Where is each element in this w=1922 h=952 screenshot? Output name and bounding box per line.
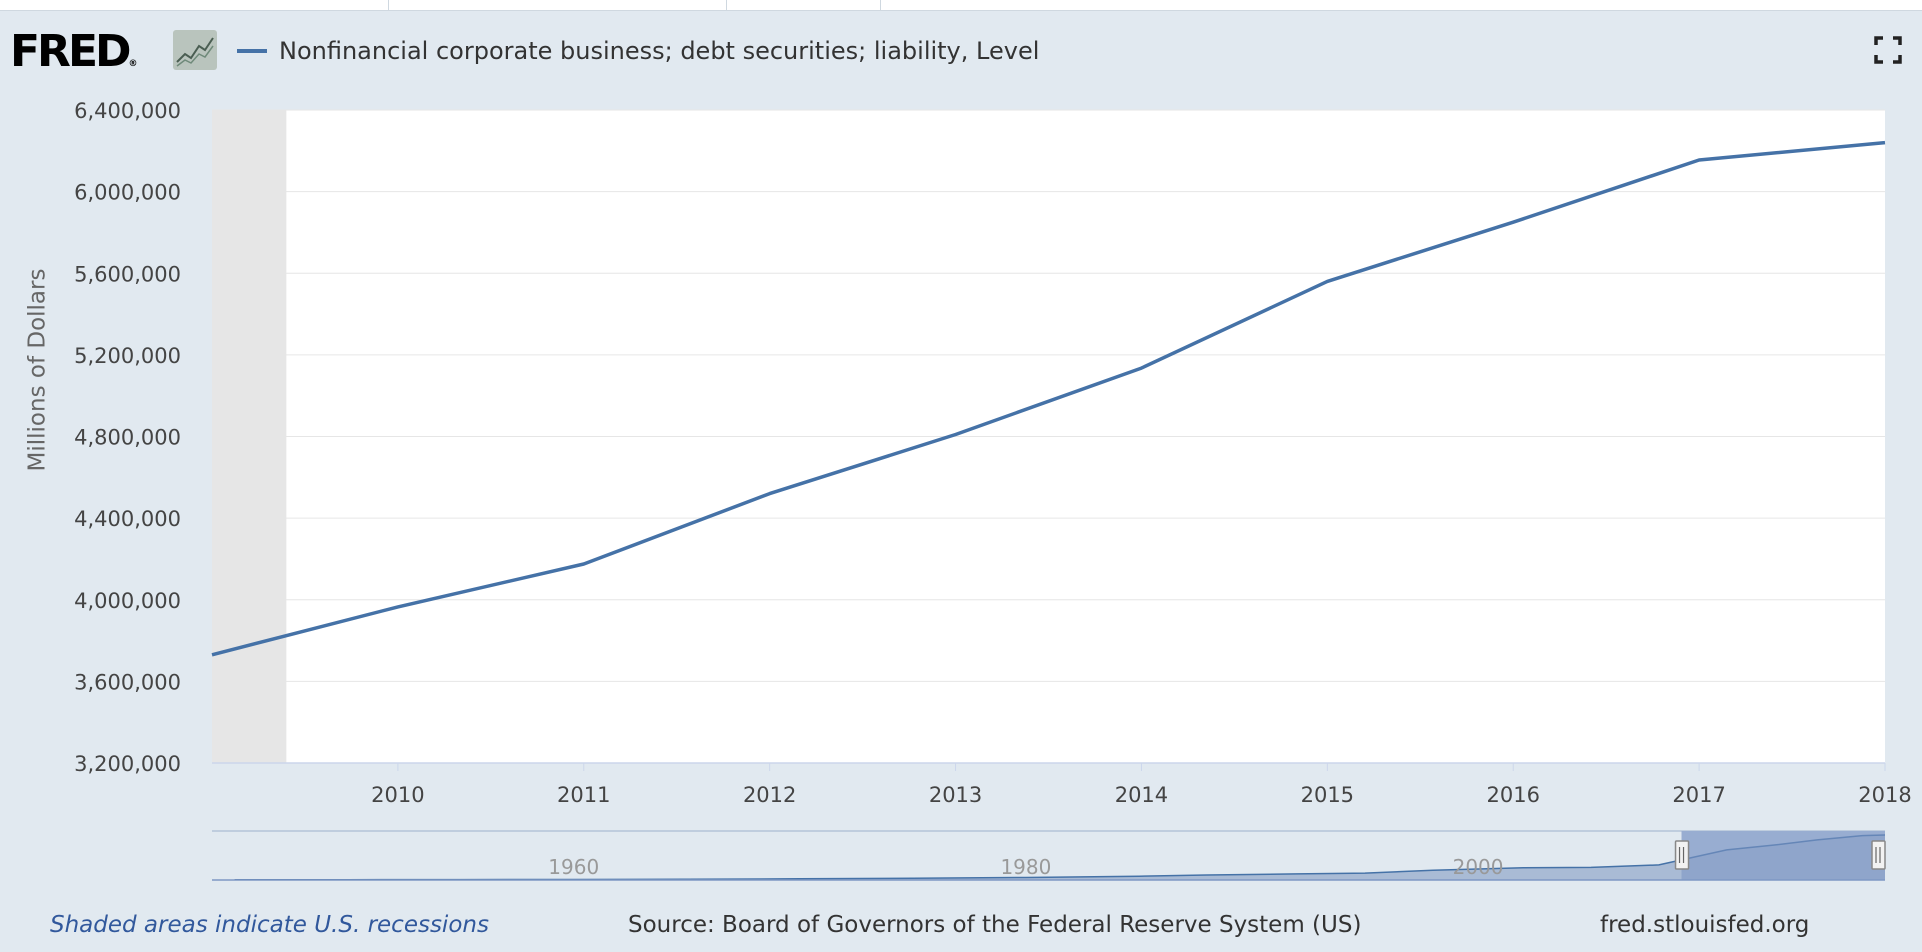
source-text: Source: Board of Governors of the Federa… <box>628 912 1362 938</box>
y-tick-label: 5,600,000 <box>74 262 181 286</box>
x-tick-label: 2018 <box>1858 783 1911 807</box>
fred-logo-registered: ® <box>128 59 138 69</box>
top-toolbar-strip <box>0 0 1922 11</box>
legend[interactable]: Nonfinancial corporate business; debt se… <box>237 36 1039 66</box>
x-tick-label: 2014 <box>1115 783 1168 807</box>
navigator-year-label: 1960 <box>548 855 599 879</box>
y-tick-label: 4,400,000 <box>74 507 181 531</box>
navigator-year-label: 1980 <box>1000 855 1051 879</box>
series-line <box>211 140 1886 657</box>
y-tick-label: 4,000,000 <box>74 589 181 613</box>
series-layer <box>211 140 1886 657</box>
x-tick-label: 2010 <box>371 783 424 807</box>
toolbar-divider <box>880 0 881 10</box>
legend-swatch <box>237 49 267 53</box>
chart-header: FRED® Nonfinancial corporate business; d… <box>0 22 1922 82</box>
navigator-right-handle[interactable] <box>1871 840 1886 870</box>
x-tick-label: 2012 <box>743 783 796 807</box>
line-graph-icon <box>173 30 217 70</box>
x-tick-label: 2017 <box>1672 783 1725 807</box>
fullscreen-icon[interactable] <box>1874 36 1902 64</box>
y-tick-label: 4,800,000 <box>74 426 181 450</box>
navigator-selection-overlay <box>1681 831 1885 880</box>
x-axis: 2010 2011 2012 2013 2014 2015 2016 2017 2018 <box>371 763 1912 807</box>
y-tick-label: 3,600,000 <box>74 670 181 694</box>
toolbar-divider <box>726 0 727 10</box>
legend-series-label: Nonfinancial corporate business; debt se… <box>279 37 1040 65</box>
navigator-year-label: 2000 <box>1453 855 1504 879</box>
x-tick-label: 2013 <box>929 783 982 807</box>
navigator-area <box>234 835 1886 880</box>
y-tick-label: 6,400,000 <box>74 99 181 123</box>
fred-logo[interactable]: FRED® <box>10 26 138 90</box>
y-tick-label: 5,200,000 <box>74 344 181 368</box>
recession-note: Shaded areas indicate U.S. recessions <box>50 912 489 938</box>
source-url[interactable]: fred.stlouisfed.org <box>1600 912 1810 938</box>
toolbar-divider <box>388 0 389 10</box>
line-chart: 3,200,000 3,600,000 4,000,000 4,400,000 4,80… <box>74 99 1912 881</box>
y-tick-label: 6,000,000 <box>74 181 181 205</box>
y-axis: 3,200,000 3,600,000 4,000,000 4,400,000 4,80… <box>74 99 181 776</box>
x-tick-label: 2015 <box>1301 783 1354 807</box>
y-tick-label: 3,200,000 <box>74 752 181 776</box>
grid-layer <box>212 109 1885 764</box>
x-tick-label: 2011 <box>557 783 610 807</box>
x-tick-label: 2016 <box>1486 783 1539 807</box>
navigator-left-handle[interactable] <box>1674 840 1690 870</box>
navigator[interactable]: 1960 1980 2000 <box>212 830 1886 881</box>
fred-logo-text: FRED <box>10 26 132 77</box>
